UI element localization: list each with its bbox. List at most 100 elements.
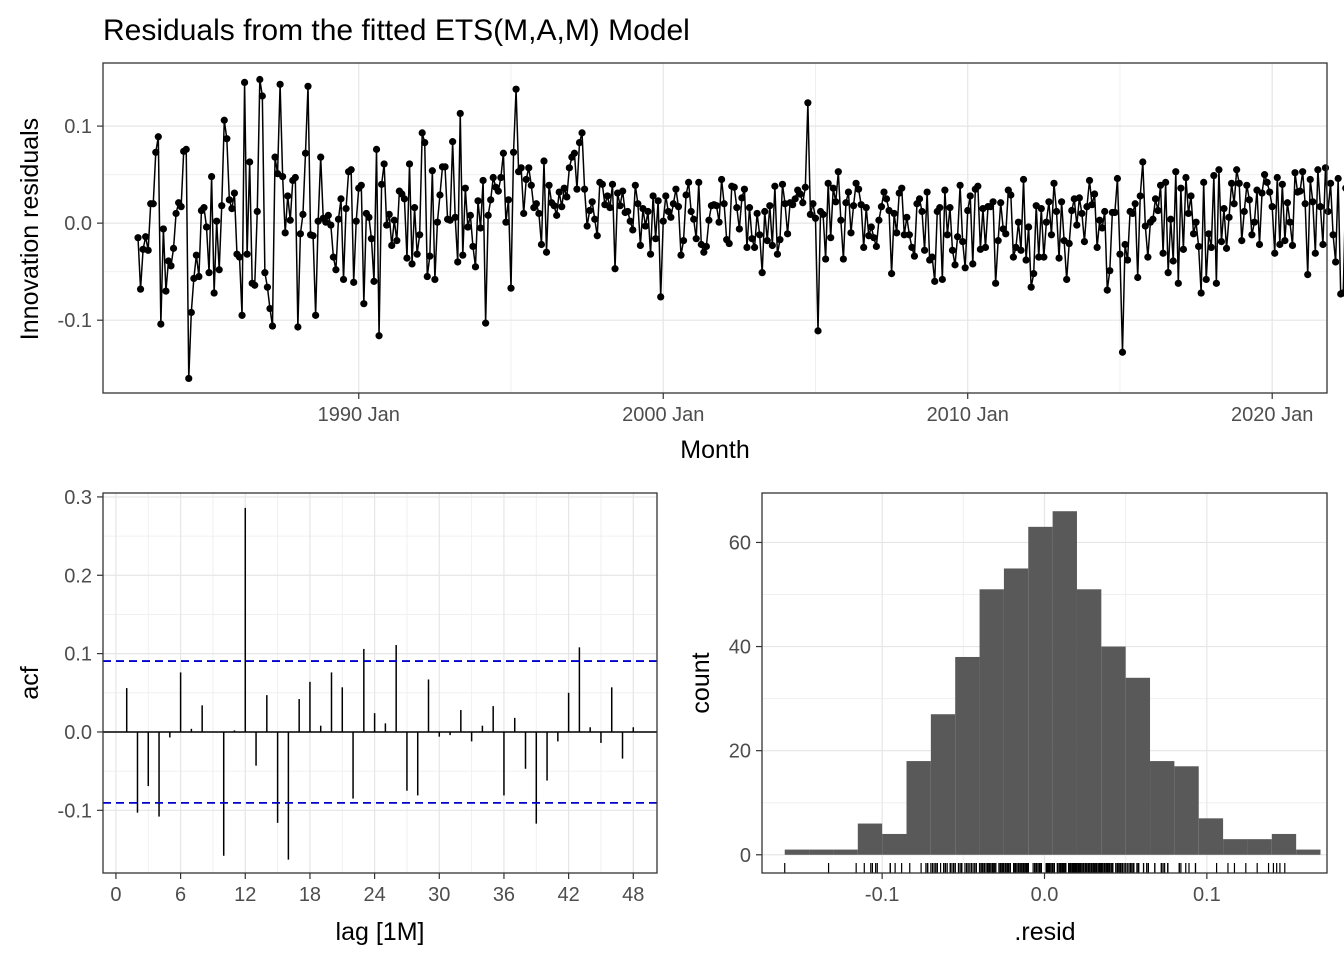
residual-point <box>235 253 244 261</box>
residual-point <box>459 251 467 259</box>
residual-point <box>1228 179 1236 187</box>
residual-point <box>646 250 655 258</box>
hist-x-axis-title: .resid <box>1014 918 1075 946</box>
residual-point <box>388 241 396 250</box>
residual-point <box>606 204 614 212</box>
histogram-bar <box>1174 766 1199 855</box>
residual-point <box>1192 218 1200 226</box>
residual-point <box>1179 245 1187 253</box>
ts-border <box>102 62 1328 394</box>
residual-point <box>631 181 639 189</box>
residual-point <box>1281 237 1289 245</box>
hist-y-axis-title: count <box>687 652 715 713</box>
residual-point <box>695 178 703 186</box>
ts-x-tick-label: 2010 Jan <box>927 404 1009 426</box>
residual-point <box>294 323 302 331</box>
residual-point <box>456 109 464 118</box>
residual-point <box>365 213 373 221</box>
residual-point <box>583 222 591 230</box>
residual-point <box>1177 184 1185 192</box>
residual-point <box>476 224 485 232</box>
residual-point <box>959 237 967 246</box>
residual-point <box>649 192 657 200</box>
residual-point <box>700 248 708 256</box>
ts-x-tick-label: 2000 Jan <box>622 404 704 426</box>
residual-point <box>920 246 929 254</box>
residual-point <box>215 266 223 274</box>
residual-point <box>1063 275 1071 284</box>
acf-x-tick-label: 42 <box>557 884 579 906</box>
residual-point <box>1326 179 1335 187</box>
residual-point <box>1258 189 1266 197</box>
acf-x-tick-label: 6 <box>175 884 186 906</box>
residual-point <box>1055 254 1063 262</box>
residual-point <box>898 184 906 192</box>
residual-point <box>662 192 670 200</box>
residual-point <box>423 272 431 281</box>
residual-point <box>712 202 721 210</box>
residual-point <box>309 232 317 240</box>
residual-point <box>852 179 860 187</box>
residual-point <box>329 253 337 261</box>
residual-point <box>1047 231 1056 239</box>
residual-point <box>228 204 236 213</box>
residual-point <box>261 269 269 277</box>
residual-point <box>1169 257 1177 265</box>
histogram-bar <box>882 833 907 855</box>
histogram-bar <box>1101 646 1126 855</box>
residual-point <box>487 196 495 204</box>
residual-point <box>783 230 792 238</box>
residual-point <box>563 193 571 201</box>
acf-y-tick-label: 0.0 <box>64 722 92 744</box>
histogram-bar <box>930 714 956 855</box>
residual-point <box>842 199 850 207</box>
residual-point <box>870 234 878 242</box>
residual-point <box>220 116 228 124</box>
residual-point <box>1073 221 1081 229</box>
acf-y-axis-title: acf <box>16 666 44 699</box>
residual-point <box>877 203 886 211</box>
hist-border <box>761 492 1328 874</box>
residual-point <box>969 260 977 268</box>
time-series-panel: 1990 Jan 2000 Jan 2010 Jan 2020 Jan -0.1 0.0 0… <box>58 62 1344 426</box>
residual-point <box>1090 190 1099 198</box>
residual-point <box>1212 279 1220 287</box>
residual-point <box>553 211 561 219</box>
residual-point <box>1045 198 1053 206</box>
residual-point <box>405 160 414 168</box>
residual-point <box>1235 179 1243 187</box>
residual-point <box>1205 230 1213 238</box>
residual-point <box>1022 256 1030 264</box>
residual-point <box>517 164 525 172</box>
residual-point <box>1266 188 1274 196</box>
residual-point <box>1116 250 1124 258</box>
residual-point <box>223 135 231 143</box>
residual-point <box>1144 253 1152 261</box>
residual-point <box>1030 270 1038 278</box>
residual-point <box>286 216 294 224</box>
residual-point <box>809 200 817 208</box>
residual-point <box>400 195 409 203</box>
residual-point <box>634 200 642 208</box>
residual-point <box>1220 204 1228 213</box>
residual-point <box>738 194 746 202</box>
residual-point <box>616 202 624 210</box>
residual-point <box>332 266 340 274</box>
residual-point <box>1238 237 1246 245</box>
residual-point <box>266 304 274 313</box>
residual-point <box>903 213 911 221</box>
residual-point <box>761 207 769 216</box>
histogram-bar <box>1052 511 1077 855</box>
residual-point <box>725 239 733 248</box>
residual-point <box>502 218 510 226</box>
residual-point <box>1210 171 1218 180</box>
residual-point <box>1268 203 1276 211</box>
residual-point <box>464 223 472 231</box>
acf-x-tick-label: 36 <box>493 884 515 906</box>
residual-point <box>1222 244 1231 252</box>
residual-point <box>1103 286 1111 294</box>
residual-point <box>1243 181 1251 189</box>
residual-point <box>177 203 185 211</box>
